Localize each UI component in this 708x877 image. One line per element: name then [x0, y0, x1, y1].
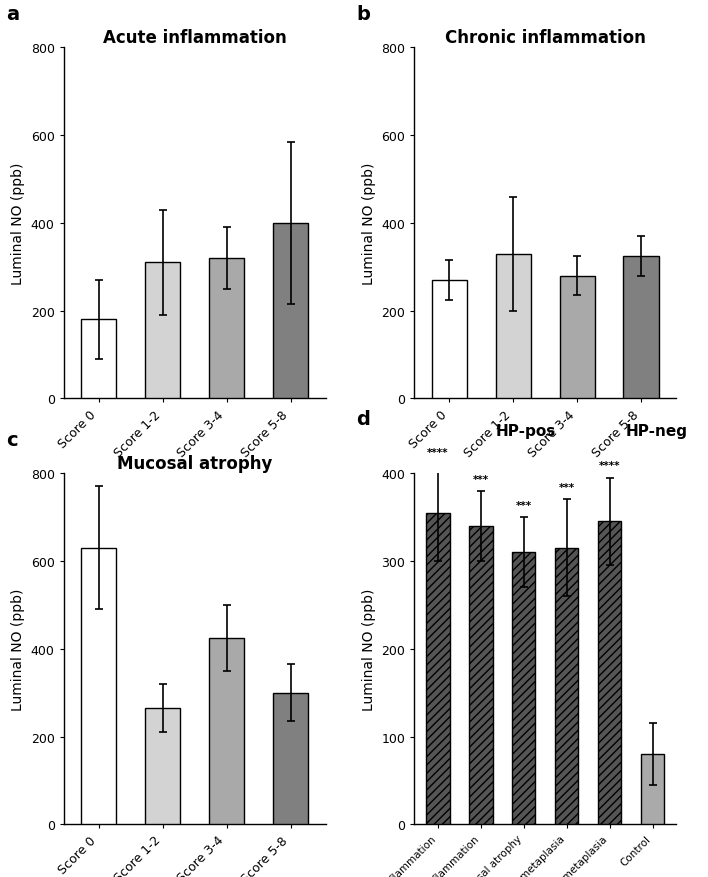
Bar [273, 693, 308, 824]
Bar [273, 224, 308, 399]
Text: HP-neg: HP-neg [625, 424, 687, 438]
Text: ****: **** [599, 461, 620, 471]
Bar [81, 320, 116, 399]
Y-axis label: Luminal NO (ppb): Luminal NO (ppb) [362, 588, 376, 710]
Bar [145, 709, 181, 824]
Bar [209, 638, 244, 824]
Text: ***: *** [515, 501, 532, 510]
Title: Chronic inflammation: Chronic inflammation [445, 29, 646, 46]
Bar [145, 263, 181, 399]
Bar [209, 259, 244, 399]
Bar [641, 754, 664, 824]
Bar [598, 522, 622, 824]
Text: ****: **** [427, 448, 449, 458]
Text: c: c [6, 431, 18, 450]
Title: Acute inflammation: Acute inflammation [103, 29, 287, 46]
Text: b: b [357, 5, 370, 25]
Title: Mucosal atrophy: Mucosal atrophy [117, 454, 273, 472]
Bar [555, 548, 578, 824]
Bar [512, 553, 535, 824]
Y-axis label: Luminal NO (ppb): Luminal NO (ppb) [11, 162, 25, 285]
Bar [469, 526, 493, 824]
Text: HP-pos: HP-pos [496, 424, 556, 438]
Text: ***: *** [473, 474, 489, 484]
Bar [81, 548, 116, 824]
Bar [496, 254, 531, 399]
Text: d: d [357, 410, 370, 429]
Y-axis label: Luminal NO (ppb): Luminal NO (ppb) [11, 588, 25, 710]
Bar [426, 513, 450, 824]
Bar [432, 281, 467, 399]
Y-axis label: Luminal NO (ppb): Luminal NO (ppb) [362, 162, 376, 285]
Text: a: a [6, 5, 19, 25]
Bar [559, 276, 595, 399]
Text: ***: *** [559, 483, 575, 493]
Bar [624, 256, 658, 399]
